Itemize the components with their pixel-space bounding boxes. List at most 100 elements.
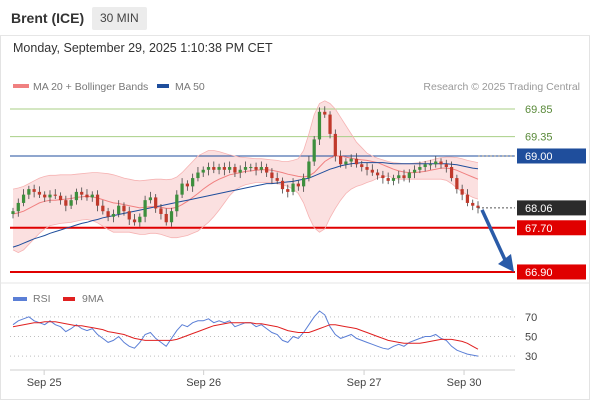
candle-body	[201, 169, 205, 173]
level-label-69.00: 69.00	[525, 151, 553, 163]
instrument-title: Brent (ICE)	[11, 10, 85, 26]
candle-body	[175, 194, 179, 212]
candle-body	[90, 194, 94, 198]
candle-body	[265, 167, 269, 173]
candle-body	[291, 183, 295, 192]
level-label-67.70: 67.70	[525, 223, 553, 235]
candle-body	[111, 213, 116, 217]
candle-body	[397, 175, 401, 179]
x-tick-label: Sep 26	[186, 377, 221, 389]
rsi-series-RSI	[12, 310, 479, 357]
level-label-bg-67.70	[517, 220, 586, 236]
candle-body	[106, 211, 110, 217]
candle-body	[11, 211, 15, 214]
x-axis: Sep 25 Sep 26 Sep 27 Sep 30	[27, 370, 482, 389]
candle-body	[370, 169, 374, 173]
candle-body	[338, 155, 343, 165]
candle-body	[476, 205, 480, 208]
ma50-legend-label: MA 50	[175, 81, 205, 93]
ma50-legend-swatch	[157, 84, 169, 88]
chart-timestamp: Monday, September 29, 2025 1:10:38 PM CE…	[13, 41, 273, 55]
candle-body	[460, 189, 464, 195]
rsi-tick-50: 50	[525, 331, 537, 343]
candle-body	[344, 161, 348, 165]
bollinger-lower-line	[12, 175, 479, 254]
ma9-legend-swatch	[63, 297, 75, 301]
candle-body	[471, 202, 475, 206]
key-levels: 69.85 69.35 69.00 68.06 67.70 66.90	[478, 104, 586, 280]
candle-body	[317, 111, 322, 140]
candle-body	[212, 167, 216, 170]
candle-body	[169, 211, 174, 223]
candle-body	[138, 216, 142, 223]
candle-body	[455, 178, 459, 190]
candle-body	[270, 172, 274, 179]
main-plot-area	[10, 100, 515, 273]
x-tick-label: Sep 27	[347, 377, 382, 389]
candle-body	[249, 167, 253, 169]
candle-body	[185, 183, 189, 187]
ma9-legend-label: 9MA	[82, 293, 104, 305]
candle-body	[238, 169, 242, 173]
candle-body	[58, 195, 63, 201]
ma50-line	[12, 162, 479, 248]
candle-body	[180, 183, 184, 195]
candle-body	[53, 194, 57, 196]
candle-body	[117, 205, 121, 214]
candle-body	[428, 164, 433, 166]
candle-body	[80, 191, 84, 195]
candle-body	[217, 167, 221, 170]
candle-body	[101, 205, 105, 212]
candle-body	[307, 161, 311, 179]
candle-body	[122, 205, 126, 212]
rsi-panel: 70 50 30	[10, 310, 537, 363]
candle-body	[418, 167, 422, 170]
candle-body	[328, 114, 332, 134]
candle-body	[434, 161, 438, 165]
forecast-arrow-head	[498, 253, 514, 272]
forecast-arrow-shaft	[480, 209, 508, 263]
candle-body	[333, 133, 337, 156]
candle-body	[222, 167, 226, 170]
candle-body	[164, 213, 168, 223]
candle-body	[159, 208, 163, 214]
level-label-69.35: 69.35	[525, 132, 553, 144]
rsi-legend-swatch	[13, 297, 27, 301]
level-label-69.85: 69.85	[525, 104, 553, 116]
level-label-66.90: 66.90	[525, 267, 553, 279]
candle-body	[412, 169, 417, 173]
candle-body	[259, 167, 263, 170]
rsi-tick-70: 70	[525, 312, 537, 324]
candle-body	[365, 167, 369, 170]
candle-body	[381, 175, 385, 179]
candle-body	[143, 200, 147, 217]
candle-body	[95, 194, 100, 206]
chart-header: Brent (ICE) 30 MIN	[0, 0, 590, 36]
candle-body	[27, 189, 31, 195]
candle-body	[64, 200, 68, 206]
candle-body	[407, 172, 411, 179]
candle-body	[449, 167, 454, 179]
level-label-bg-69.00	[517, 148, 586, 164]
interval-button[interactable]: 30 MIN	[92, 7, 147, 30]
candle-body	[191, 178, 195, 187]
candle-body	[465, 194, 470, 203]
candle-body	[85, 194, 89, 198]
candle-body	[349, 158, 353, 162]
x-tick-label: Sep 30	[447, 377, 482, 389]
candle-body	[360, 164, 364, 168]
candle-body	[127, 211, 131, 220]
candle-body	[196, 172, 200, 179]
candle-body	[254, 167, 258, 170]
candle-body	[154, 197, 158, 209]
candle-body	[391, 178, 396, 181]
candle-body	[439, 161, 443, 165]
rsi-series-9MA	[12, 321, 479, 350]
level-label-68.06: 68.06	[525, 203, 553, 215]
candle-body	[48, 194, 52, 198]
candle-body	[243, 167, 248, 170]
candle-body	[312, 139, 316, 162]
x-tick-label: Sep 25	[27, 377, 62, 389]
level-label-bg-66.90	[517, 264, 586, 280]
